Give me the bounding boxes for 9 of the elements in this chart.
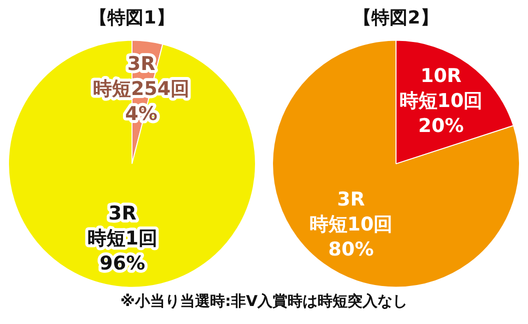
data-label: 20% xyxy=(418,114,464,137)
slice-label: 3R 時短1回 xyxy=(87,202,158,250)
slice-label: 3R 時短10回 xyxy=(309,188,393,236)
chart-title: 【特図2】 xyxy=(354,7,438,28)
chart-title: 【特図1】 xyxy=(90,7,174,28)
slice-label: 10R 時短10回 xyxy=(399,64,483,112)
data-label: 80% xyxy=(328,238,374,261)
text: ※小当り当選時:非V入賞時は時短突入なし xyxy=(119,292,409,311)
data-label: 96% xyxy=(100,252,146,275)
